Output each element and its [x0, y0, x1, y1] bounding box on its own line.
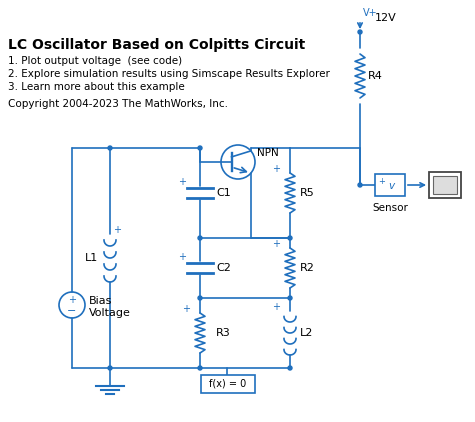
Text: 3. Learn more about this example: 3. Learn more about this example: [8, 82, 185, 92]
Text: +: +: [272, 164, 280, 174]
Text: Voltage: Voltage: [89, 308, 131, 318]
Text: 1. Plot output voltage  (see code): 1. Plot output voltage (see code): [8, 56, 182, 66]
Circle shape: [288, 296, 292, 300]
Text: +: +: [182, 304, 190, 314]
FancyBboxPatch shape: [375, 174, 405, 196]
Text: R3: R3: [216, 328, 231, 338]
Text: C1: C1: [216, 188, 231, 198]
Text: R4: R4: [368, 71, 383, 81]
FancyBboxPatch shape: [433, 176, 457, 194]
Text: R2: R2: [300, 263, 315, 273]
Circle shape: [198, 366, 202, 370]
FancyBboxPatch shape: [429, 172, 461, 198]
Text: f(x) = 0: f(x) = 0: [209, 379, 247, 389]
Circle shape: [198, 146, 202, 150]
Text: +: +: [178, 177, 186, 187]
Text: Sensor: Sensor: [372, 203, 408, 213]
Circle shape: [358, 30, 362, 34]
Text: C2: C2: [216, 263, 231, 273]
Circle shape: [198, 236, 202, 240]
Circle shape: [288, 366, 292, 370]
Text: NPN: NPN: [257, 149, 279, 159]
Text: 2. Explore simulation results using Simscape Results Explorer: 2. Explore simulation results using Sims…: [8, 69, 330, 79]
Text: L1: L1: [86, 253, 99, 263]
Text: −: −: [67, 306, 76, 316]
FancyBboxPatch shape: [201, 375, 255, 393]
Text: +: +: [178, 252, 186, 262]
Circle shape: [198, 296, 202, 300]
Text: +: +: [113, 225, 121, 235]
Text: Bias: Bias: [89, 296, 113, 306]
Text: +: +: [272, 302, 280, 312]
Text: +: +: [272, 239, 280, 249]
Text: +: +: [68, 295, 76, 305]
Circle shape: [108, 146, 112, 150]
Text: LC Oscillator Based on Colpitts Circuit: LC Oscillator Based on Colpitts Circuit: [8, 38, 305, 52]
Text: L2: L2: [300, 328, 314, 338]
Text: V+: V+: [363, 8, 378, 18]
Text: R5: R5: [300, 188, 315, 198]
Circle shape: [288, 236, 292, 240]
Circle shape: [358, 183, 362, 187]
Text: 12V: 12V: [375, 13, 397, 23]
Text: Copyright 2004-2023 The MathWorks, Inc.: Copyright 2004-2023 The MathWorks, Inc.: [8, 99, 228, 109]
Circle shape: [108, 366, 112, 370]
Text: v: v: [388, 181, 394, 191]
Text: +: +: [378, 178, 385, 187]
